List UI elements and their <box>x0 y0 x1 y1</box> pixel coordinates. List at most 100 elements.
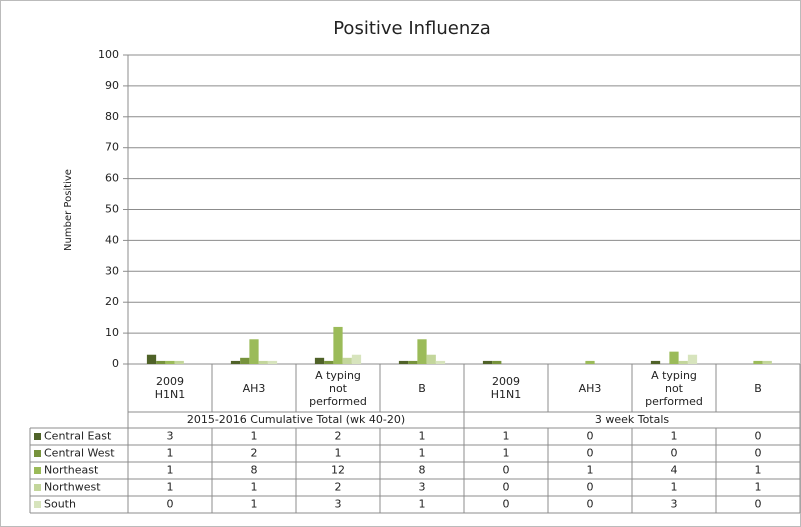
group-label: 3 week Totals <box>595 413 670 426</box>
bar <box>585 360 595 364</box>
bar <box>249 339 259 364</box>
category-cell: AH3 <box>242 381 266 395</box>
legend-swatch <box>34 433 41 440</box>
y-tick-label: 20 <box>105 295 119 308</box>
x-tick-label: B <box>418 381 426 395</box>
table-value: 0 <box>671 447 678 460</box>
table-value: 1 <box>503 430 510 443</box>
y-tick-label: 10 <box>105 326 119 339</box>
x-tick-label: AH3 <box>242 381 266 395</box>
table-value: 1 <box>755 464 762 477</box>
y-tick-label: 50 <box>105 203 119 216</box>
table-value: 1 <box>503 447 510 460</box>
bar <box>753 360 763 364</box>
table-value: 0 <box>503 481 510 494</box>
table-value: 0 <box>167 498 174 511</box>
category-cell: B <box>754 381 762 395</box>
y-tick-label: 40 <box>105 233 119 246</box>
category-cell: A typing not performed <box>309 368 367 408</box>
bar <box>435 360 446 364</box>
table-value: 0 <box>587 481 594 494</box>
x-tick-label: A typing not performed <box>645 368 703 408</box>
bar <box>333 326 343 364</box>
bar <box>650 360 661 364</box>
legend-label: Northwest <box>44 481 101 494</box>
legend-label: Central East <box>44 430 112 443</box>
table-value: 0 <box>587 447 594 460</box>
table-value: 0 <box>503 498 510 511</box>
y-axis-title: Number Positive <box>63 169 74 251</box>
table-value: 1 <box>587 464 594 477</box>
table-value: 2 <box>335 430 342 443</box>
bar <box>174 360 184 364</box>
y-tick-label: 0 <box>112 357 119 370</box>
x-tick-label: 2009 H1N1 <box>490 375 522 401</box>
bar <box>687 354 698 364</box>
bar <box>426 354 436 364</box>
bar <box>230 360 241 364</box>
table-value: 1 <box>671 481 678 494</box>
bar <box>165 360 175 364</box>
table-value: 4 <box>671 464 678 477</box>
table-value: 2 <box>335 481 342 494</box>
legend-swatch <box>34 450 41 457</box>
y-tick-label: 30 <box>105 264 119 277</box>
table-value: 8 <box>251 464 258 477</box>
table-value: 0 <box>587 498 594 511</box>
legend-label: Northeast <box>44 464 99 477</box>
bar <box>678 360 688 364</box>
bar <box>417 339 427 364</box>
table-value: 2 <box>251 447 258 460</box>
bar <box>267 360 278 364</box>
bar <box>240 357 250 364</box>
chart-title: Positive Influenza <box>333 18 491 39</box>
category-cell: A typing not performed <box>645 368 703 408</box>
table-value: 1 <box>755 481 762 494</box>
bar <box>351 354 362 364</box>
x-tick-label: AH3 <box>578 381 602 395</box>
table-value: 1 <box>419 430 426 443</box>
table-value: 1 <box>419 447 426 460</box>
table-value: 0 <box>755 498 762 511</box>
bar <box>669 351 679 364</box>
category-cell: B <box>418 381 426 395</box>
table-value: 12 <box>331 464 345 477</box>
group-label: 2015-2016 Cumulative Total (wk 40-20) <box>187 413 405 426</box>
bar <box>482 360 493 364</box>
x-tick-label: B <box>754 381 762 395</box>
legend-label: Central West <box>44 447 115 460</box>
bar <box>342 357 352 364</box>
legend-swatch <box>34 484 41 491</box>
bar <box>324 360 334 364</box>
table-value: 3 <box>335 498 342 511</box>
table-value: 0 <box>755 430 762 443</box>
legend-swatch <box>34 501 41 508</box>
bar <box>398 360 409 364</box>
x-tick-label: 2009 H1N1 <box>154 375 186 401</box>
x-tick-label: A typing not performed <box>309 368 367 408</box>
table-value: 1 <box>167 464 174 477</box>
y-tick-label: 100 <box>98 48 119 61</box>
y-tick-label: 80 <box>105 110 119 123</box>
table-value: 1 <box>251 430 258 443</box>
table-value: 0 <box>587 430 594 443</box>
table-value: 3 <box>419 481 426 494</box>
table-value: 1 <box>167 481 174 494</box>
table-value: 1 <box>251 481 258 494</box>
category-cell: AH3 <box>578 381 602 395</box>
legend-swatch <box>34 467 41 474</box>
table-value: 1 <box>251 498 258 511</box>
table-value: 3 <box>167 430 174 443</box>
table-value: 1 <box>671 430 678 443</box>
table-value: 0 <box>503 464 510 477</box>
category-cell: 2009 H1N1 <box>490 375 522 401</box>
bar <box>156 360 166 364</box>
bar <box>146 354 157 364</box>
table-value: 8 <box>419 464 426 477</box>
table-value: 0 <box>755 447 762 460</box>
table-value: 1 <box>335 447 342 460</box>
bar <box>408 360 418 364</box>
table-value: 3 <box>671 498 678 511</box>
